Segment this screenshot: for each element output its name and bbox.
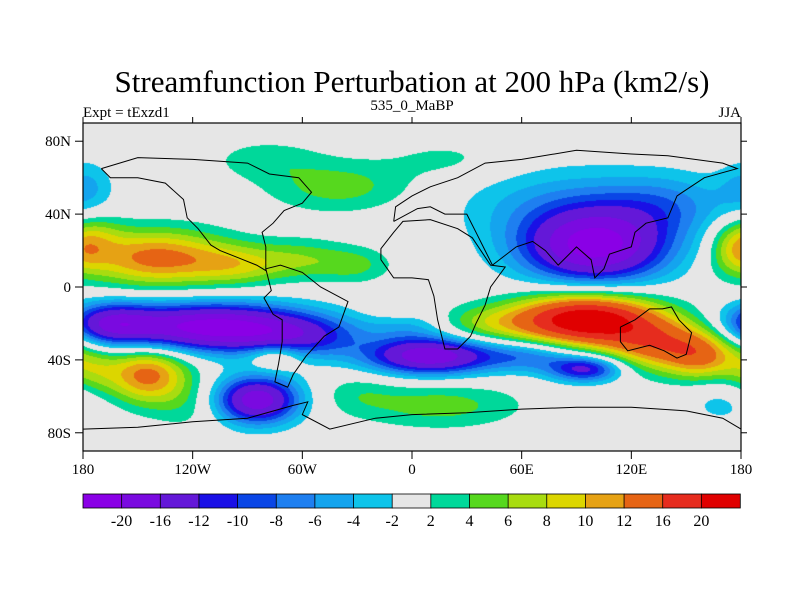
x-tick-label: 60E xyxy=(510,462,534,478)
antarctica-coast xyxy=(82,401,742,430)
colorbar-label: -4 xyxy=(347,513,360,530)
colorbar-box xyxy=(82,493,123,509)
colorbar-box xyxy=(121,493,162,509)
y-tick-label: 80N xyxy=(45,134,71,150)
x-tick-label: 0 xyxy=(408,462,416,478)
colorbar-box xyxy=(623,493,664,509)
colorbar-label: -6 xyxy=(308,513,321,530)
colorbar-box xyxy=(198,493,239,509)
south-america-coast xyxy=(263,264,349,388)
colorbar-box xyxy=(507,493,548,509)
chart-subtitle-left: Expt = tExzd1 xyxy=(83,105,170,121)
north-america-coast xyxy=(100,157,313,272)
colorbar-box xyxy=(469,493,509,509)
colorbar-box xyxy=(391,493,432,509)
colorbar-label: 4 xyxy=(466,513,474,530)
colorbar-label: -16 xyxy=(150,513,171,530)
colorbar-box xyxy=(585,493,625,509)
chart-subtitle-center: 535_0_MaBP xyxy=(370,98,453,114)
y-tick-label: 40S xyxy=(48,353,71,369)
colorbar-box xyxy=(546,493,587,509)
x-tick-label: 180 xyxy=(72,462,95,478)
colorbar-label: -12 xyxy=(188,513,209,530)
contour-field xyxy=(83,123,741,451)
colorbar: -20 -16 -12 -10 -8 -6 -4 -2 2 4 6 8 10 12 16 20 xyxy=(82,493,741,530)
y-tick-label: 40N xyxy=(45,207,71,223)
colorbar-box xyxy=(275,493,316,509)
colorbar-label: -20 xyxy=(111,513,132,530)
colorbar-label: -10 xyxy=(227,513,248,530)
field-raster-wrap xyxy=(83,123,741,451)
coastline-outlines xyxy=(82,149,742,430)
colorbar-box xyxy=(237,493,277,509)
chart-title: Streamfunction Perturbation at 200 hPa (… xyxy=(115,64,710,99)
colorbar-box xyxy=(314,493,355,509)
colorbar-label: 16 xyxy=(655,513,671,530)
colorbar-label: 2 xyxy=(427,513,435,530)
y-tick-label: 0 xyxy=(64,280,72,296)
africa-coast xyxy=(380,219,507,350)
x-tick-label: 180 xyxy=(730,462,753,478)
colorbar-label: 12 xyxy=(616,513,632,530)
x-tick-label: 120W xyxy=(174,462,212,478)
colorbar-label: 6 xyxy=(504,513,512,530)
colorbar-label: -8 xyxy=(270,513,283,530)
y-axis-ticks: 80N 40N 0 40S 80S xyxy=(45,134,747,442)
colorbar-box xyxy=(430,493,471,509)
x-tick-label: 60W xyxy=(288,462,318,478)
colorbar-box xyxy=(353,493,393,509)
colorbar-box xyxy=(700,493,741,509)
colorbar-box xyxy=(159,493,200,509)
map-panel: 180 120W 60W 0 60E 120E 180 80N 40N 0 40S 80S xyxy=(45,117,752,478)
x-axis-ticks: 180 120W 60W 0 60E 120E 180 xyxy=(72,117,753,478)
colorbar-label: 20 xyxy=(693,513,709,530)
eurasia-coast xyxy=(393,149,739,279)
colorbar-label: 8 xyxy=(543,513,551,530)
australia-coast xyxy=(619,306,693,359)
x-tick-label: 120E xyxy=(615,462,647,478)
colorbar-label: -2 xyxy=(386,513,399,530)
colorbar-box xyxy=(662,493,703,509)
chart-subtitle-right: JJA xyxy=(718,105,741,121)
y-tick-label: 80S xyxy=(48,426,71,442)
colorbar-label: 10 xyxy=(577,513,593,530)
